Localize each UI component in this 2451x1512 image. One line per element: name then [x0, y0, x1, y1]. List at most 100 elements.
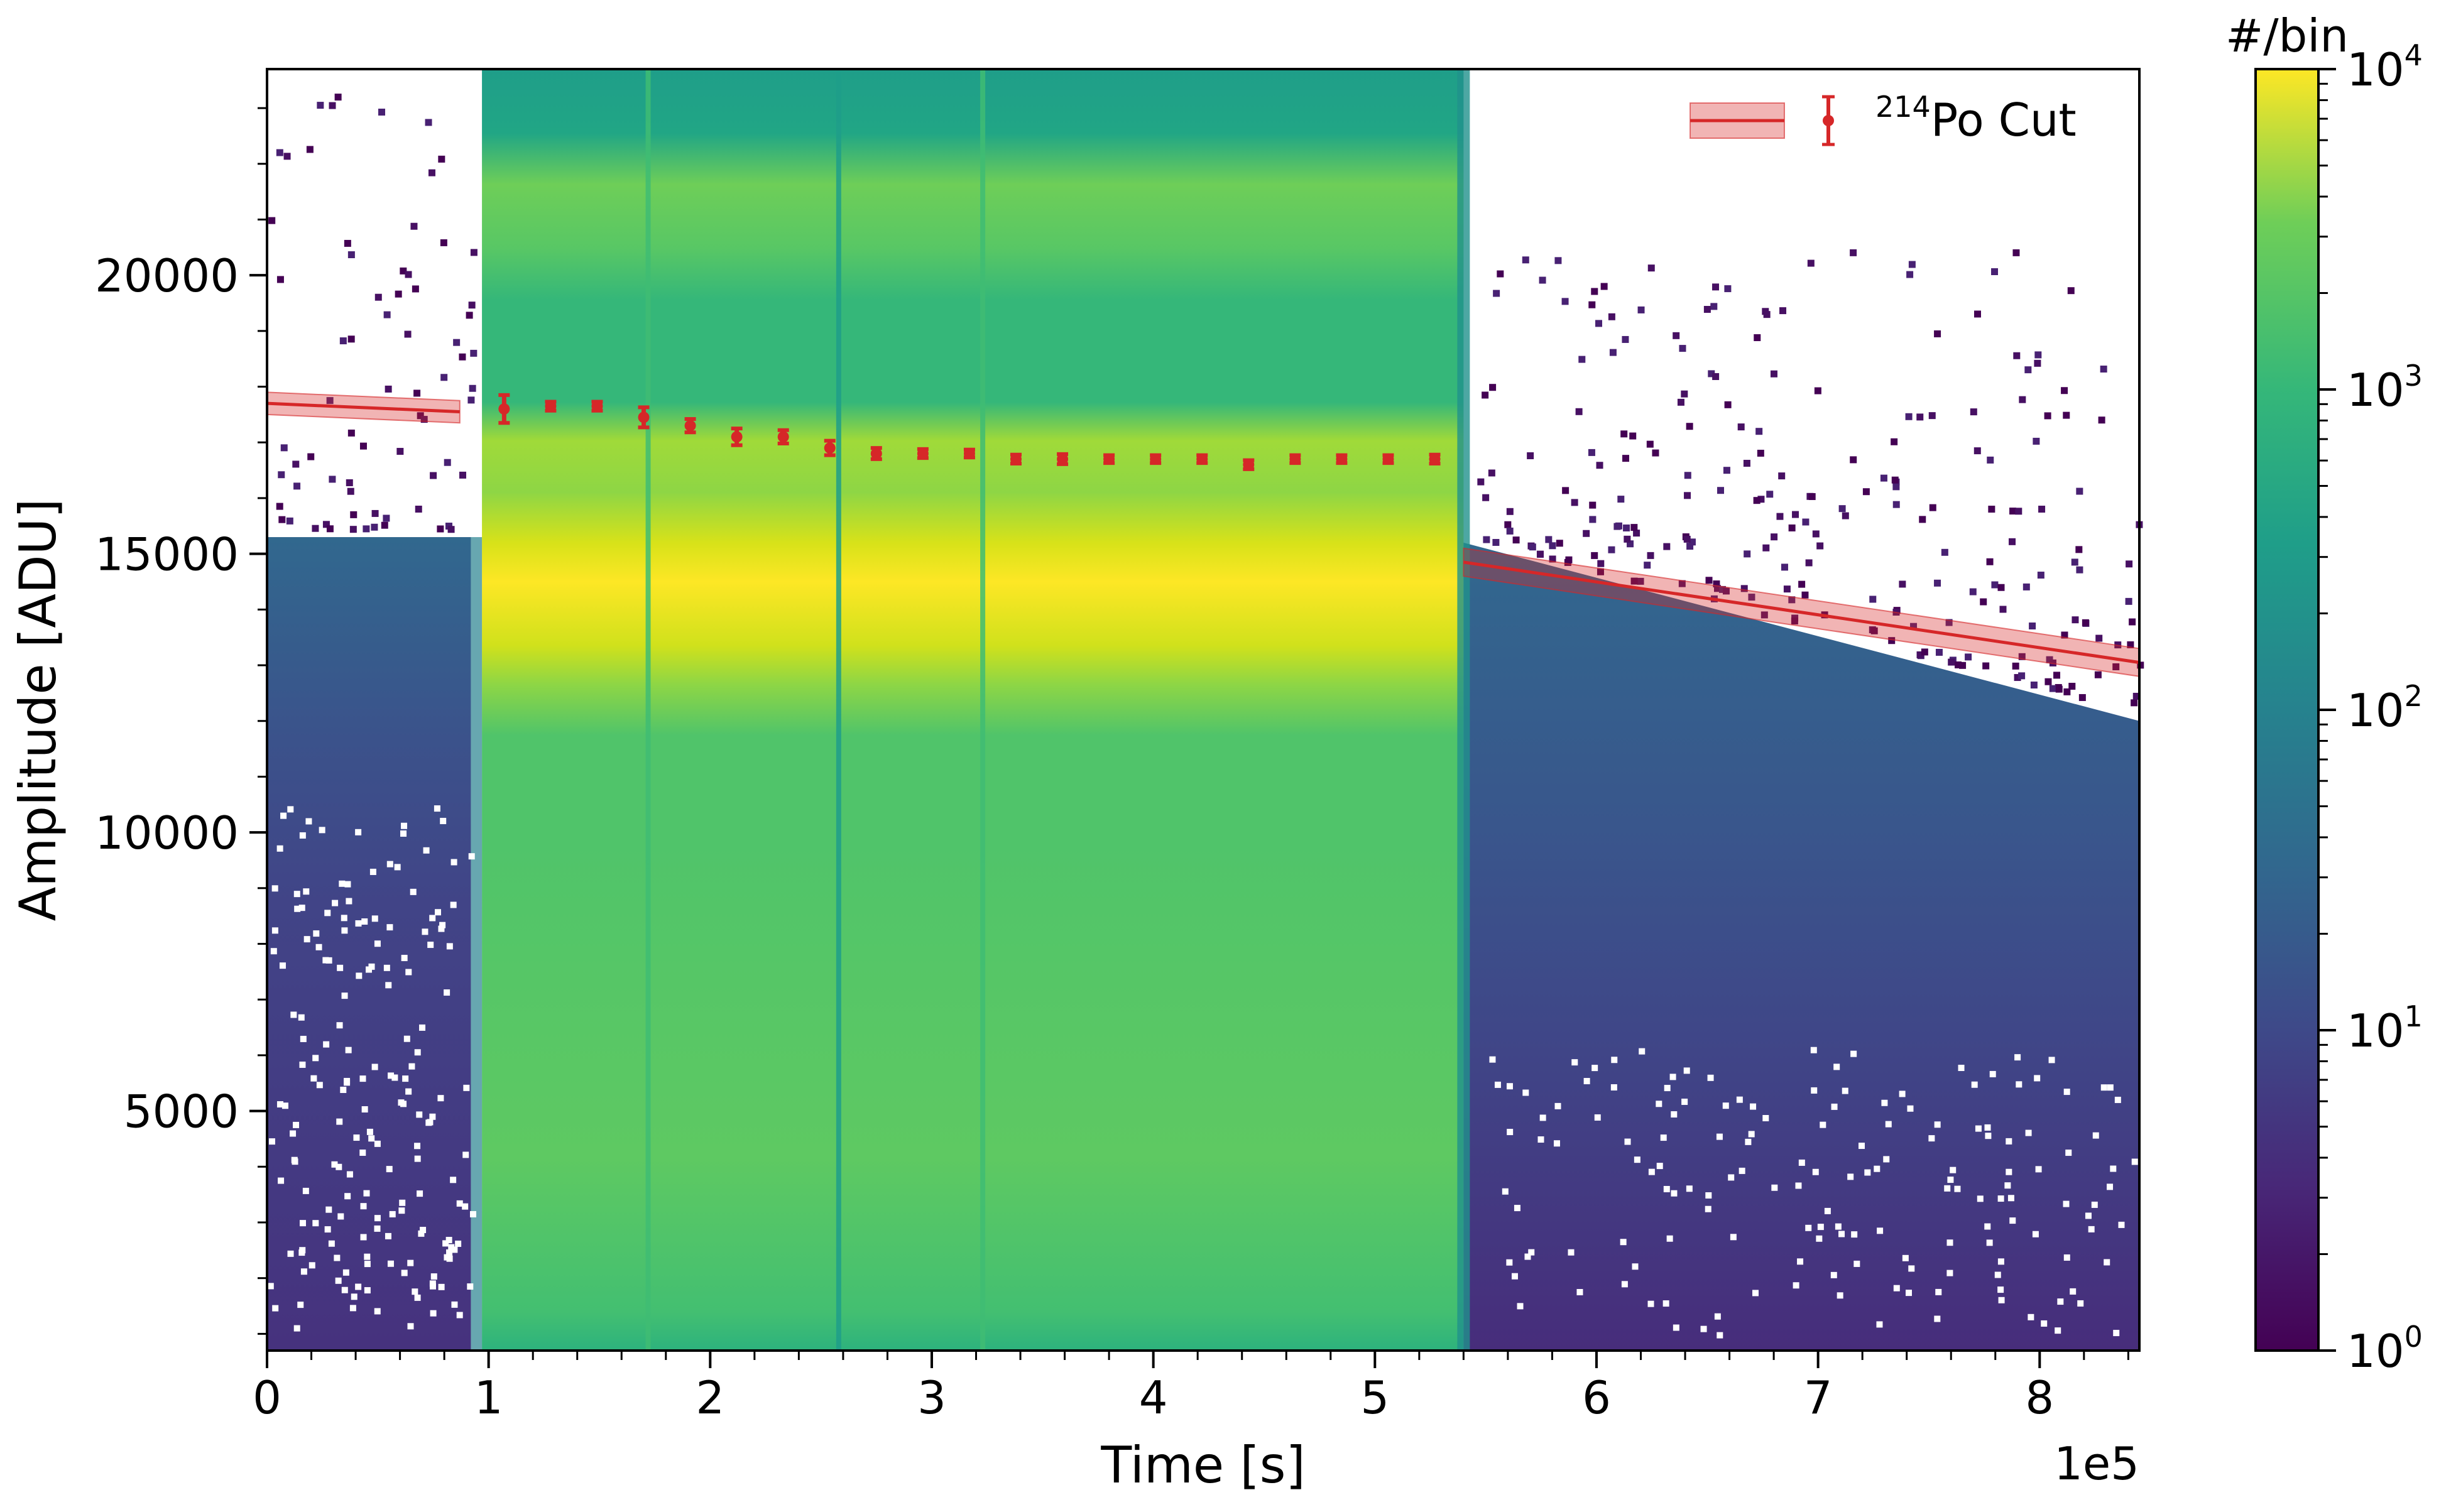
sparse-bin — [1757, 496, 1765, 503]
po214-overlay — [266, 391, 2140, 677]
empty-bin — [1506, 1083, 1513, 1090]
empty-bin — [1793, 1282, 1799, 1289]
y-axis-title: Amplitude [ADU] — [9, 499, 67, 922]
sparse-bin — [1623, 524, 1630, 531]
empty-bin — [2063, 1200, 2070, 1207]
empty-bin — [448, 1244, 455, 1251]
sparse-bin — [2018, 653, 2026, 660]
sparse-bin — [1713, 580, 1720, 588]
sparse-bin — [1870, 627, 1878, 634]
sparse-bin — [347, 487, 354, 495]
empty-bin — [278, 1177, 285, 1184]
empty-bin — [2006, 1138, 2012, 1145]
sparse-bin — [1712, 373, 1720, 380]
heatmap-region-main — [482, 69, 1464, 1351]
legend-label: 214Po Cut — [1875, 90, 2077, 146]
po214-marker — [591, 400, 603, 412]
legend: 214Po Cut — [1689, 90, 2077, 146]
x-tick-label: 1 — [474, 1371, 503, 1424]
empty-bin — [456, 1312, 463, 1319]
empty-bin — [2091, 1201, 2098, 1208]
empty-bin — [1714, 1313, 1721, 1320]
sparse-bin — [2061, 631, 2068, 639]
empty-bin — [270, 948, 277, 955]
empty-bin — [335, 1277, 342, 1284]
empty-bin — [368, 1135, 375, 1142]
empty-bin — [1997, 1286, 2004, 1293]
y-tick-label: 5000 — [124, 1085, 239, 1138]
plot-area — [267, 69, 2144, 1351]
empty-bin — [2107, 1084, 2114, 1091]
empty-bin — [2113, 1330, 2120, 1337]
sparse-bin — [1663, 543, 1671, 550]
empty-bin — [366, 1128, 373, 1135]
empty-bin — [401, 955, 408, 962]
sparse-bin — [1488, 469, 1495, 477]
sparse-bin — [1686, 543, 1694, 550]
sparse-bin — [1545, 536, 1553, 543]
empty-bin — [2088, 1226, 2095, 1232]
sparse-bin — [1506, 527, 1514, 535]
sparse-bin — [1549, 542, 1556, 550]
sparse-bin — [2038, 506, 2046, 513]
sparse-bin — [468, 302, 476, 309]
sparse-bin — [1630, 524, 1638, 531]
heatmap-stripe — [980, 69, 986, 1351]
sparse-bin — [1673, 332, 1680, 339]
sparse-bin — [466, 312, 473, 319]
empty-bin — [1816, 1235, 1823, 1242]
empty-bin — [1851, 1231, 1858, 1238]
sparse-bin — [276, 276, 284, 283]
empty-bin — [2028, 1313, 2034, 1320]
colorbar-tick-label: 103 — [2347, 359, 2423, 416]
empty-bin — [303, 888, 310, 895]
sparse-bin — [1588, 301, 1596, 308]
sparse-bin — [385, 385, 392, 393]
empty-bin — [298, 1014, 305, 1021]
sparse-bin — [405, 271, 412, 278]
sparse-bin — [347, 335, 355, 343]
empty-bin — [1739, 1167, 1745, 1174]
empty-bin — [339, 880, 346, 887]
empty-bin — [1853, 1260, 1860, 1267]
empty-bin — [1858, 1143, 1865, 1150]
empty-bin — [302, 1187, 309, 1194]
sparse-bin — [1591, 552, 1598, 559]
empty-bin — [287, 1250, 294, 1257]
empty-bin — [359, 1150, 366, 1156]
empty-bin — [1620, 1239, 1627, 1246]
empty-bin — [470, 1210, 477, 1217]
empty-bin — [2107, 1183, 2114, 1190]
empty-bin — [1748, 1131, 1755, 1138]
sparse-bin — [1677, 398, 1684, 406]
sparse-bin — [1801, 591, 1809, 599]
empty-bin — [268, 1138, 275, 1145]
empty-bin — [423, 847, 430, 854]
sparse-bin — [312, 525, 319, 532]
sparse-bin — [1620, 430, 1628, 438]
empty-bin — [429, 1113, 436, 1120]
empty-bin — [2048, 1057, 2055, 1063]
empty-bin — [341, 927, 348, 934]
empty-bin — [2032, 1231, 2039, 1237]
empty-bin — [2065, 1150, 2072, 1156]
empty-bin — [341, 1286, 348, 1293]
empty-bin — [1837, 1292, 1843, 1299]
empty-bin — [1639, 1048, 1646, 1055]
sparse-bin — [371, 523, 378, 531]
empty-bin — [364, 1261, 371, 1268]
empty-bin — [1986, 1239, 1993, 1246]
sparse-bin — [2063, 688, 2071, 695]
empty-bin — [1663, 1185, 1670, 1192]
legend-label-sup: 214 — [1875, 90, 1931, 124]
empty-bin — [398, 1207, 405, 1214]
sparse-bin — [1737, 423, 1745, 431]
po214-marker — [1336, 453, 1348, 465]
sparse-bin — [2053, 672, 2061, 679]
po214-point — [917, 447, 929, 460]
sparse-bin — [1744, 550, 1751, 558]
sparse-bin — [1973, 310, 1981, 318]
sparse-bin — [1595, 320, 1603, 327]
empty-bin — [385, 1232, 391, 1239]
sparse-bin — [1788, 524, 1796, 531]
